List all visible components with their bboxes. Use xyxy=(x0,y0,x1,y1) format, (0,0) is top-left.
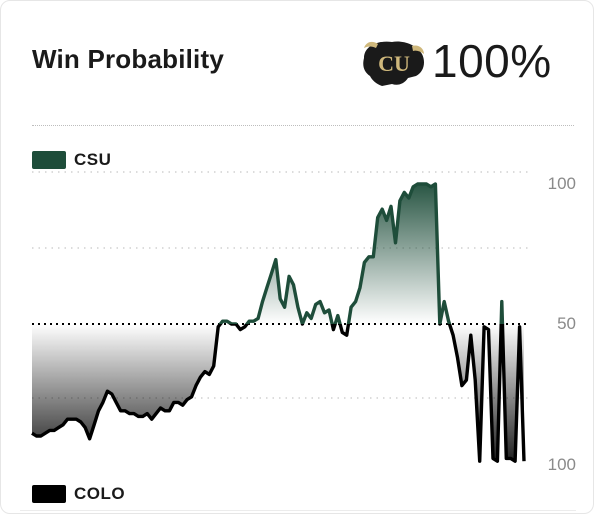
legend-csu: CSU xyxy=(32,150,111,170)
logo-lettering: CU xyxy=(378,51,410,76)
legend-label-csu: CSU xyxy=(74,150,112,169)
colo-line xyxy=(31,324,526,463)
csu-area xyxy=(32,184,524,324)
csu-line xyxy=(218,182,505,324)
win-probability-value: 100% xyxy=(432,35,552,87)
legend-label-colo: COLO xyxy=(74,484,126,503)
y-tick-top: 100 xyxy=(547,174,576,193)
buffalo-logo-icon: CU xyxy=(363,41,424,86)
bottom-rule xyxy=(20,510,576,511)
widget-title: Win Probability xyxy=(32,44,224,74)
y-tick-mid: 50 xyxy=(557,314,576,333)
header-divider xyxy=(32,125,574,126)
colo-area xyxy=(32,324,524,462)
y-tick-bottom: 100 xyxy=(547,455,576,474)
colo-swatch xyxy=(32,485,66,503)
csu-swatch xyxy=(32,151,66,169)
legend-colo: COLO xyxy=(32,484,125,504)
